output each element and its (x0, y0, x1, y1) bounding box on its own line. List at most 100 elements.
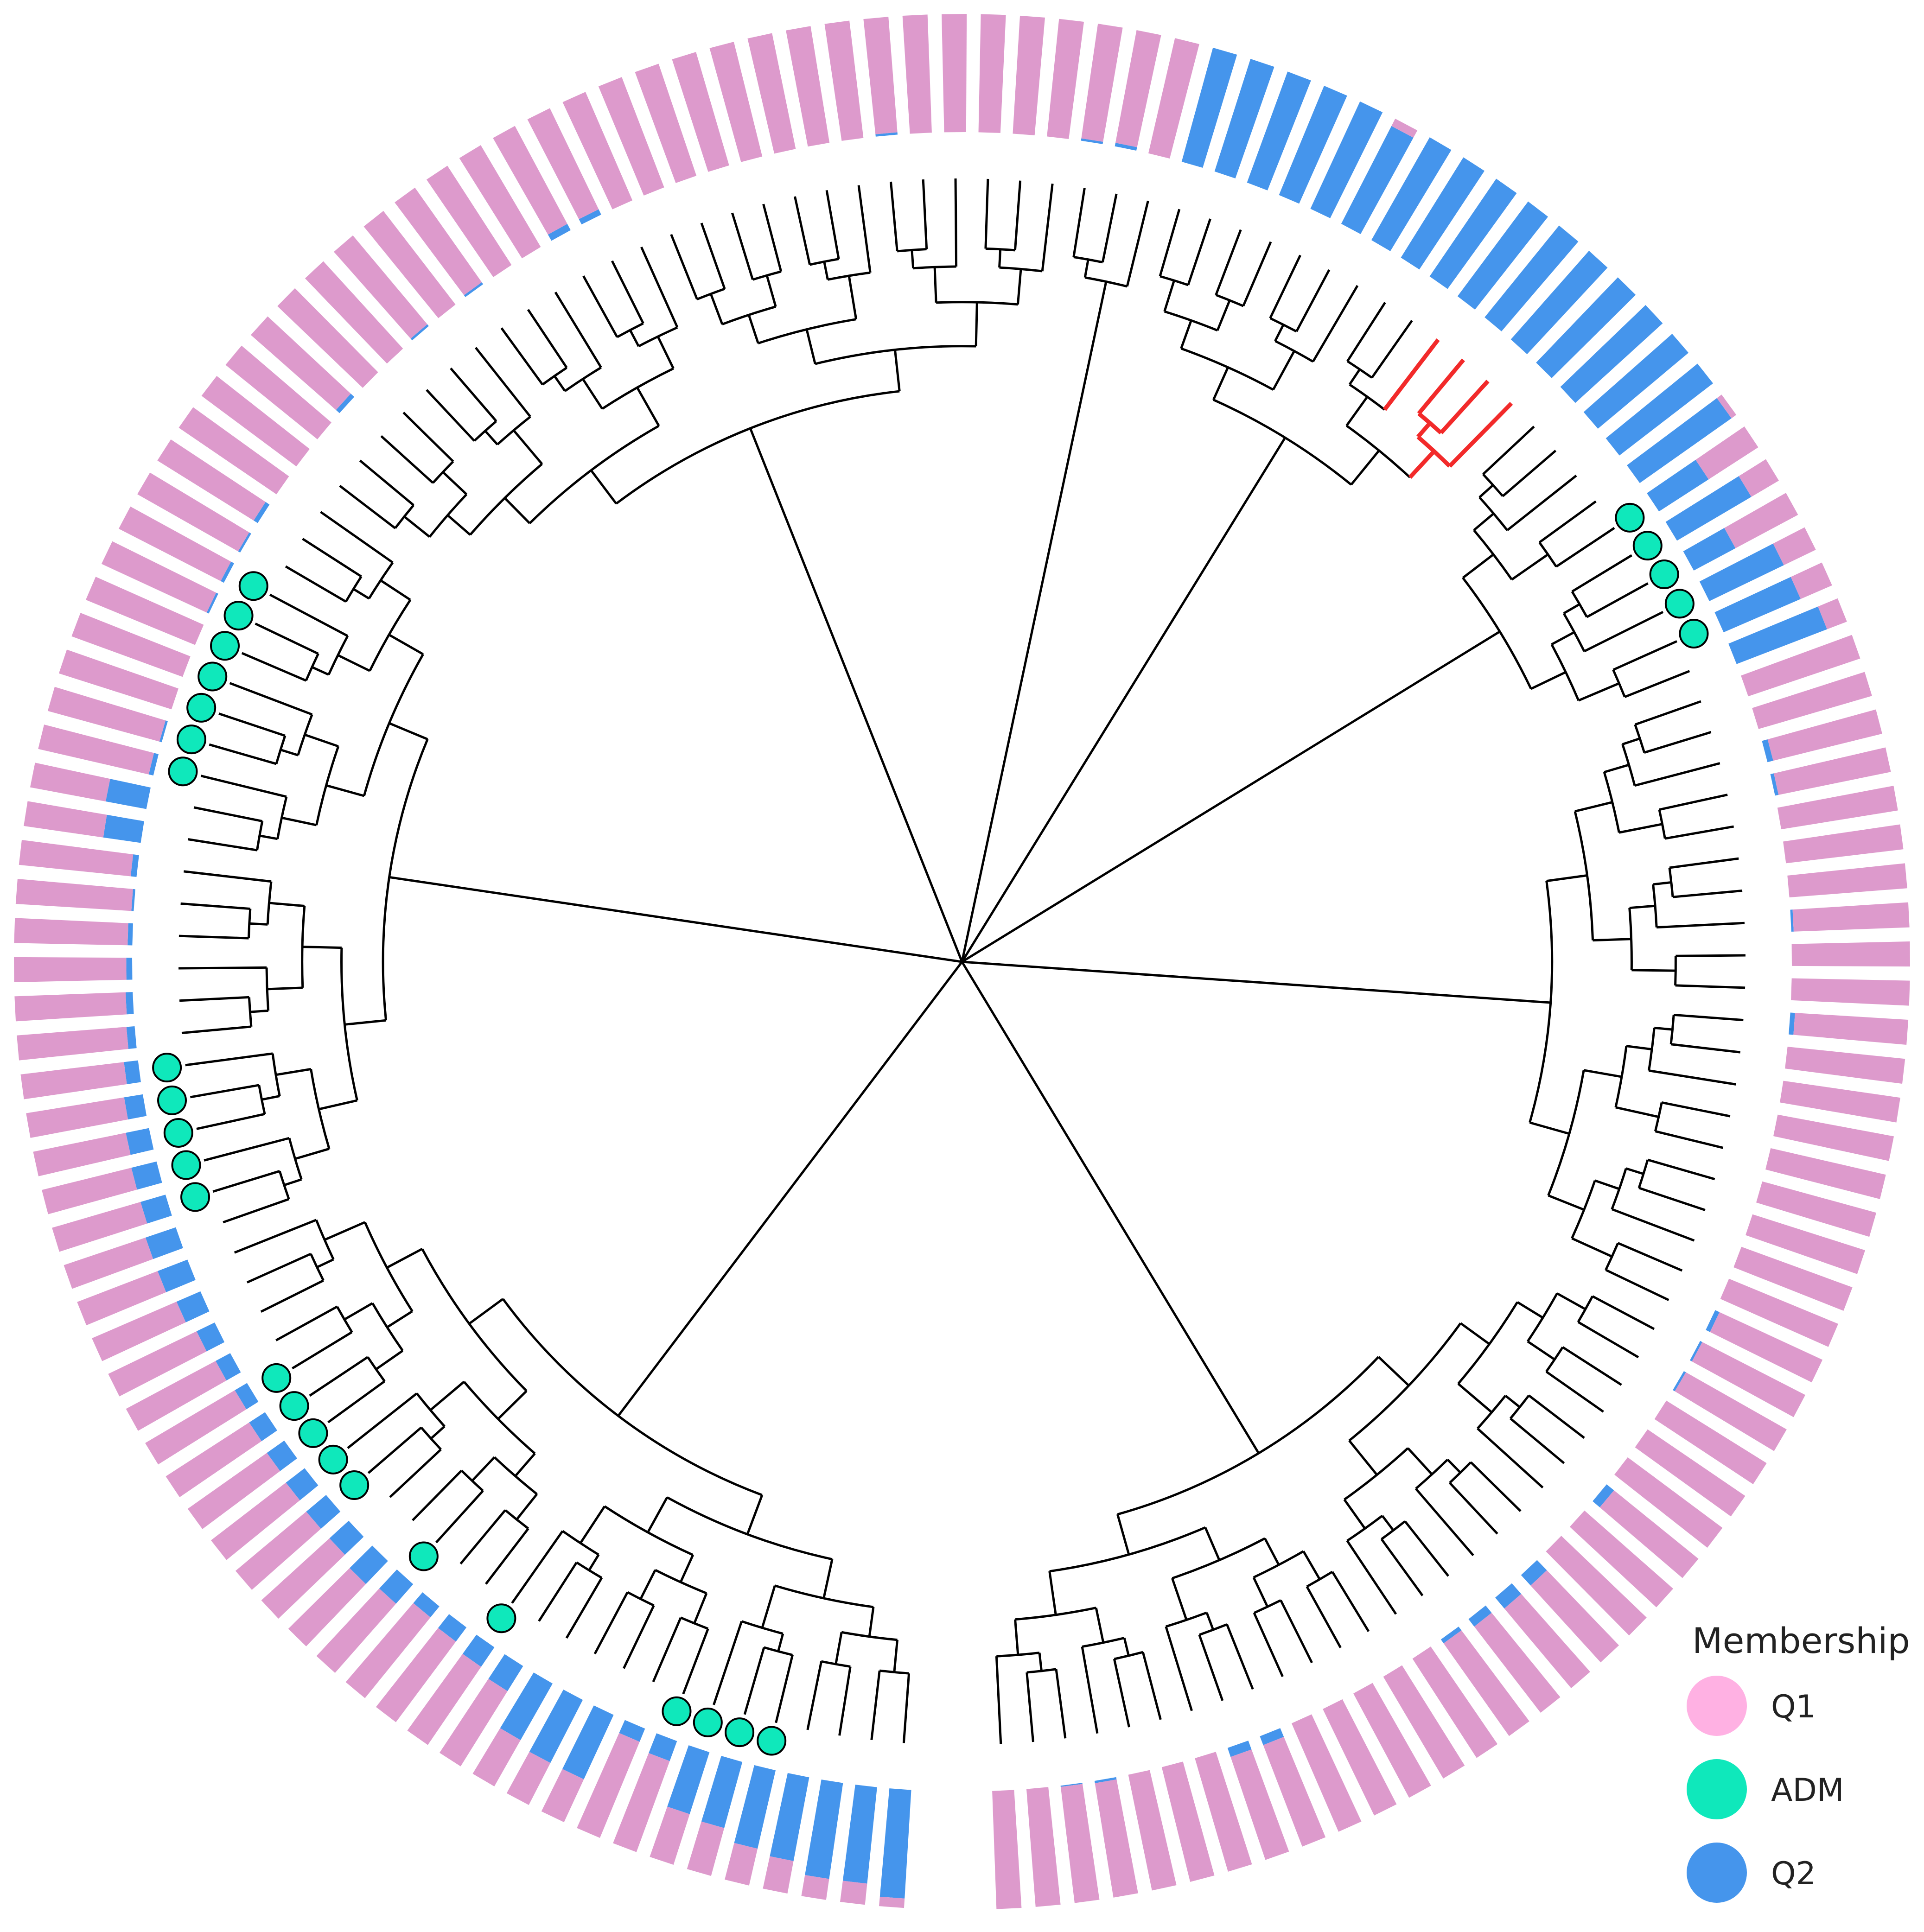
tree-branch (513, 429, 543, 465)
tree-branch (1371, 320, 1413, 379)
tree-branch (389, 1449, 442, 1498)
membership-bar-q1 (277, 288, 378, 388)
tree-branch (1205, 1612, 1215, 1630)
adm-tip-marker (223, 601, 254, 631)
membership-bar-q1 (1710, 1312, 1823, 1383)
tree-branch (388, 634, 424, 655)
tree-branch (269, 593, 349, 637)
membership-bar-q1 (24, 801, 107, 838)
membership-bar-q2 (206, 592, 218, 614)
tree-branch (1647, 1158, 1715, 1181)
tree-branch (280, 749, 299, 756)
tree-branch (380, 579, 411, 601)
tree-branch (1026, 1672, 1034, 1742)
tree-branch (582, 378, 604, 410)
tree-node-arc (502, 1298, 763, 1496)
tree-node-arc (1306, 1570, 1333, 1588)
tree-node-arc (666, 1496, 833, 1561)
tree-branch (1187, 218, 1211, 286)
membership-bar-q1 (334, 235, 427, 339)
tree-node-arc (1477, 1395, 1507, 1430)
tree-branch (267, 986, 303, 991)
tree-branch (337, 654, 370, 672)
membership-bar-q1 (101, 541, 217, 613)
tree-branch (961, 437, 1287, 963)
tree-branch (1163, 280, 1175, 312)
tree-node-arc (638, 326, 678, 348)
membership-bar-q2 (1495, 1583, 1522, 1609)
membership-bar-q1 (613, 1753, 670, 1852)
tree-branch (1141, 1652, 1162, 1720)
membership-bar-q1 (225, 345, 331, 439)
tree-branch (835, 1632, 843, 1665)
tree-node-arc (469, 463, 543, 536)
membership-bar-q2 (249, 1412, 277, 1442)
tree-node-arc (1457, 1301, 1519, 1385)
membership-bar-q2 (488, 1654, 523, 1691)
membership-bar-q2 (124, 1094, 147, 1120)
membership-bar-q1 (1724, 493, 1798, 548)
tree-branch (962, 960, 1551, 1004)
membership-bar-q1 (145, 1390, 247, 1465)
membership-bar-q2 (1690, 1341, 1702, 1362)
membership-bar-q1 (879, 1896, 905, 1908)
tree-branch (1014, 1619, 1019, 1655)
tree-branch (629, 329, 640, 347)
tree-node-arc (504, 1509, 529, 1530)
tree-branch (412, 1469, 463, 1521)
tree-node-arc (1574, 811, 1594, 941)
membership-bar-q1 (1777, 786, 1898, 830)
tree-branch (588, 1554, 600, 1571)
tree-branch (636, 387, 660, 426)
tree-branch (1459, 1322, 1490, 1345)
tree-branch (1343, 1499, 1366, 1530)
tree-branch (1380, 1538, 1424, 1596)
adm-tip-marker (318, 1444, 348, 1474)
tree-branch (1448, 401, 1513, 468)
tree-branch (339, 485, 396, 529)
tree-node-arc (1605, 1242, 1619, 1271)
tree-branch (670, 234, 698, 300)
membership-bar-q2 (879, 1788, 911, 1899)
membership-bar-q1 (472, 1728, 521, 1786)
tree-branch (775, 1654, 794, 1723)
membership-bar-q2 (413, 1592, 440, 1618)
membership-bar-q1 (672, 52, 729, 172)
tree-branch (1593, 938, 1631, 942)
membership-bar-q1 (1720, 1278, 1838, 1347)
tree-branch (275, 1305, 338, 1341)
tree-branch (1676, 954, 1746, 957)
legend-label-adm: ADM (1771, 1772, 1844, 1809)
tree-branch (1506, 475, 1577, 531)
tree-node-arc (247, 909, 252, 939)
membership-bar-q1 (42, 1168, 137, 1214)
tree-branch (679, 1554, 694, 1583)
tree-branch (590, 470, 618, 505)
tree-branch (1204, 1527, 1221, 1561)
membership-bar-q1 (1026, 1787, 1061, 1907)
membership-bar-q1 (493, 126, 567, 235)
membership-bar-q2 (701, 1756, 743, 1828)
tree-branch (294, 1147, 330, 1160)
membership-bar-q1 (440, 1678, 508, 1767)
membership-bar-q1 (210, 1482, 300, 1560)
membership-bar-q2 (124, 1060, 141, 1084)
tree-branch (1563, 603, 1580, 615)
tree-branch (184, 870, 272, 883)
membership-bar-q1 (978, 14, 1006, 133)
tree-branch (1198, 1634, 1224, 1701)
tree-branch (1562, 1346, 1622, 1386)
adm-tip-marker (662, 1696, 692, 1726)
tree-branch (747, 314, 759, 344)
membership-bar-q2 (805, 1779, 843, 1879)
membership-bar-q1 (14, 918, 128, 946)
membership-bar-q2 (126, 958, 133, 980)
membership-bar-q1 (1546, 1536, 1647, 1636)
tree-branch (446, 514, 471, 536)
membership-bar-q2 (464, 282, 484, 297)
tree-node-arc (265, 967, 270, 1011)
membership-bar-q1 (725, 1843, 758, 1886)
tree-node-arc (394, 504, 415, 529)
membership-bar-q1 (38, 724, 154, 775)
membership-bar-q2 (1214, 58, 1274, 178)
